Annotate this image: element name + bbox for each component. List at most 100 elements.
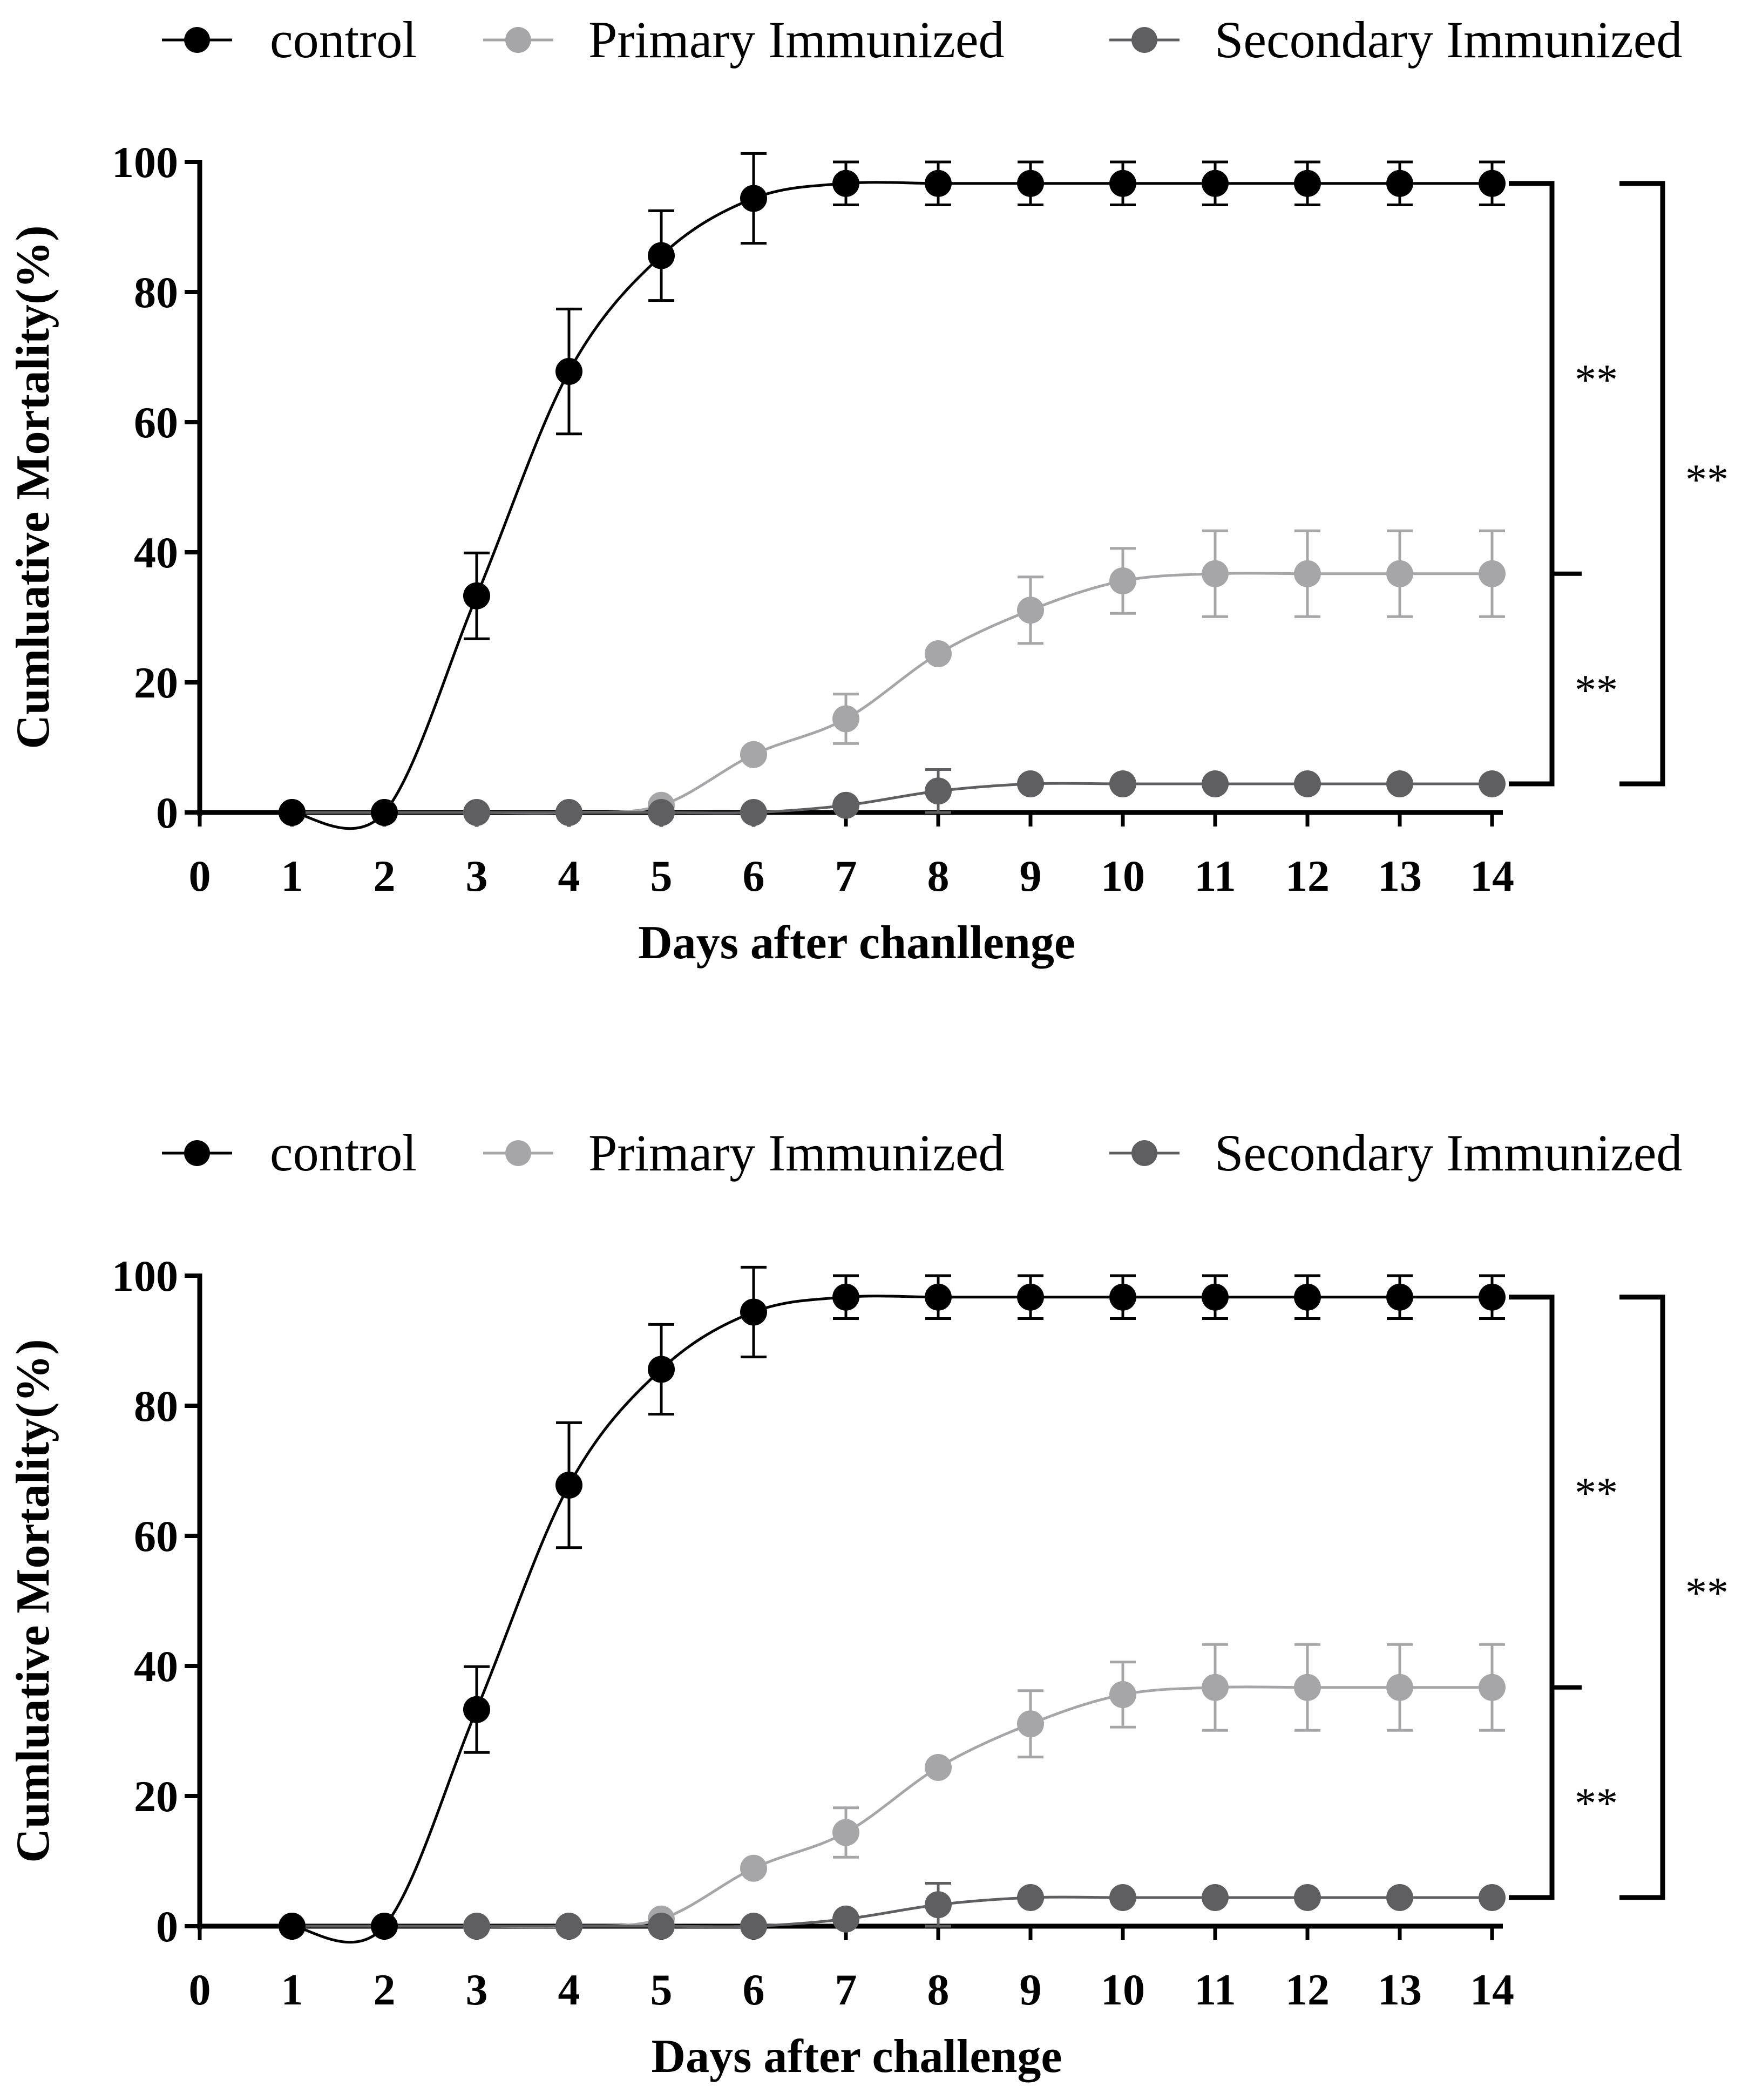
data-point bbox=[1017, 597, 1044, 624]
series-line bbox=[292, 1295, 1492, 1944]
significance-label: ** bbox=[1575, 667, 1618, 714]
legend-label: Primary Immunized bbox=[588, 11, 1004, 69]
x-tick-label: 4 bbox=[558, 1965, 580, 2014]
significance-label: ** bbox=[1575, 356, 1618, 404]
x-tick-label: 5 bbox=[650, 851, 673, 900]
data-point bbox=[1109, 1283, 1136, 1311]
data-point bbox=[740, 185, 767, 212]
series-1 bbox=[279, 529, 1506, 826]
legend-label: Secondary Immunized bbox=[1215, 1124, 1682, 1182]
x-tick-label: 0 bbox=[189, 851, 211, 900]
bracket-inner bbox=[1509, 181, 1555, 787]
significance-brackets: ** ** ** bbox=[1509, 1295, 1729, 1900]
data-point bbox=[832, 705, 859, 733]
data-point bbox=[1386, 1884, 1413, 1911]
x-axis-title: Days after chanllenge bbox=[638, 917, 1075, 969]
x-tick-label: 9 bbox=[1020, 1965, 1042, 2014]
data-point bbox=[555, 1913, 582, 1940]
legend-marker bbox=[184, 27, 210, 53]
data-point bbox=[832, 1905, 859, 1933]
mortality-chart-bottom: control Primary Immunized Secondary Immuni… bbox=[7, 1124, 1729, 2083]
legend-marker bbox=[1131, 27, 1157, 53]
data-point bbox=[463, 1913, 490, 1940]
data-point bbox=[740, 741, 767, 768]
data-point bbox=[1202, 1283, 1229, 1311]
bracket-outer bbox=[1619, 181, 1665, 787]
data-point bbox=[648, 242, 675, 269]
data-point bbox=[648, 799, 675, 826]
data-point bbox=[1202, 560, 1229, 587]
x-tick-label: 13 bbox=[1378, 851, 1422, 900]
series-2 bbox=[279, 1881, 1506, 1940]
bracket-inner bbox=[1509, 1295, 1555, 1900]
legend-marker bbox=[505, 1140, 531, 1166]
x-tick-label: 11 bbox=[1194, 851, 1236, 900]
data-point bbox=[925, 640, 952, 667]
x-tick-label: 14 bbox=[1470, 851, 1514, 900]
legend-label: Secondary Immunized bbox=[1215, 11, 1682, 69]
y-axis-title: Cumluative Mortality(%) bbox=[7, 1339, 59, 1862]
legend-item-0: control bbox=[162, 11, 417, 69]
data-point bbox=[832, 1283, 859, 1311]
y-tick-label: 40 bbox=[134, 1642, 178, 1691]
data-point bbox=[1202, 170, 1229, 197]
data-point bbox=[1294, 770, 1321, 797]
data-point bbox=[371, 799, 398, 826]
legend-label: Primary Immunized bbox=[588, 1124, 1004, 1182]
data-point bbox=[463, 1696, 490, 1723]
data-point bbox=[1386, 560, 1413, 587]
data-point bbox=[1109, 170, 1136, 197]
x-tick-label: 8 bbox=[927, 1965, 950, 2014]
y-tick-label: 80 bbox=[134, 268, 178, 317]
x-tick-label: 13 bbox=[1378, 1965, 1422, 2014]
data-point bbox=[555, 799, 582, 826]
x-tick-label: 0 bbox=[189, 1965, 211, 2014]
data-point bbox=[1017, 1710, 1044, 1738]
legend-label: control bbox=[270, 11, 417, 69]
data-point bbox=[279, 799, 306, 826]
x-tick-label: 10 bbox=[1101, 1965, 1145, 2014]
data-point bbox=[1386, 1674, 1413, 1701]
x-axis-title: Days after challenge bbox=[652, 2030, 1062, 2083]
mortality-chart-top: control Primary Immunized Secondary Immuni… bbox=[7, 11, 1729, 969]
data-point bbox=[1017, 770, 1044, 797]
data-point bbox=[1109, 770, 1136, 797]
x-tick-label: 3 bbox=[466, 851, 488, 900]
x-tick-label: 8 bbox=[927, 851, 950, 900]
legend-item-2: Secondary Immunized bbox=[1109, 11, 1682, 69]
data-point bbox=[1202, 770, 1229, 797]
data-point bbox=[463, 582, 490, 609]
data-point bbox=[1109, 567, 1136, 595]
x-tick-label: 11 bbox=[1194, 1965, 1236, 2014]
data-point bbox=[555, 358, 582, 385]
legend-marker bbox=[184, 1140, 210, 1166]
data-point bbox=[1294, 1884, 1321, 1911]
x-tick-label: 3 bbox=[466, 1965, 488, 2014]
data-point bbox=[1202, 1674, 1229, 1701]
x-tick-label: 2 bbox=[374, 1965, 396, 2014]
bracket-outer bbox=[1619, 1295, 1665, 1900]
x-tick-label: 9 bbox=[1020, 851, 1042, 900]
data-point bbox=[925, 777, 952, 805]
data-point bbox=[740, 1298, 767, 1326]
legend-item-1: Primary Immunized bbox=[483, 11, 1004, 69]
significance-label: ** bbox=[1575, 1469, 1618, 1517]
x-tick-label: 12 bbox=[1285, 851, 1330, 900]
data-point bbox=[1386, 770, 1413, 797]
significance-brackets: ** ** ** bbox=[1509, 181, 1729, 787]
significance-label: ** bbox=[1685, 456, 1729, 504]
data-point bbox=[648, 1913, 675, 1940]
y-tick-label: 0 bbox=[156, 1902, 178, 1951]
data-point bbox=[463, 799, 490, 826]
y-tick-label: 100 bbox=[112, 138, 178, 187]
significance-label: ** bbox=[1685, 1569, 1729, 1617]
data-point bbox=[1017, 1283, 1044, 1311]
data-point bbox=[1479, 560, 1506, 587]
data-point bbox=[832, 1819, 859, 1846]
y-tick-label: 20 bbox=[134, 1772, 178, 1821]
y-tick-label: 100 bbox=[112, 1251, 178, 1300]
series-1 bbox=[279, 1643, 1506, 1940]
data-point bbox=[1294, 170, 1321, 197]
data-point bbox=[648, 1356, 675, 1383]
